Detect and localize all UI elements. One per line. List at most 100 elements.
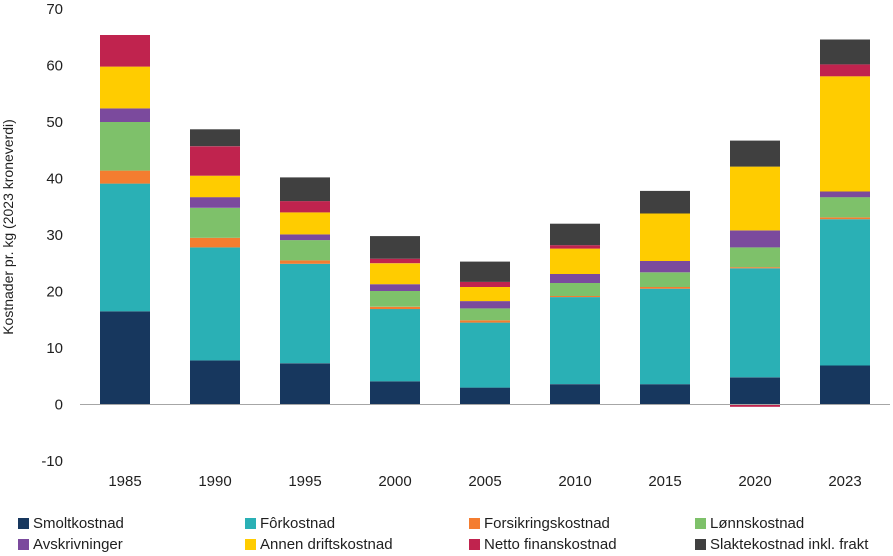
y-tick-label: 40 [46, 171, 63, 188]
x-tick-label: 2010 [558, 473, 591, 490]
x-tick-label: 2023 [828, 473, 861, 490]
legend-item: Lønnskostnad [695, 515, 804, 532]
legend-label: Netto finanskostnad [484, 536, 617, 553]
bars [100, 35, 870, 407]
bar-segment [550, 248, 600, 274]
bar-segment [280, 201, 330, 213]
bar-segment [550, 274, 600, 283]
stacked-bar-chart: Kostnader pr. kg (2023 kroneverdi) -10 0 1… [0, 1, 890, 490]
bar-segment [190, 247, 240, 361]
bar-segment [370, 284, 420, 291]
bar-segment [190, 237, 240, 248]
legend-item: Avskrivninger [18, 536, 123, 553]
bar-segment [190, 207, 240, 238]
x-tick-label: 1985 [108, 473, 141, 490]
bar-segment [820, 191, 870, 198]
legend-swatch [469, 518, 480, 529]
bar-segment [730, 377, 780, 405]
bar-segment [460, 308, 510, 321]
bar-segment [820, 219, 870, 366]
bar-segment [640, 272, 690, 287]
legend-item: Netto finanskostnad [469, 536, 617, 553]
legend-item: Fôrkostnad [245, 515, 335, 532]
bar-segment [640, 287, 690, 289]
legend-swatch [469, 539, 480, 550]
bar-segment [730, 404, 780, 407]
legend-swatch [18, 539, 29, 550]
bar-segment [460, 320, 510, 323]
x-tick-label: 2020 [738, 473, 771, 490]
legend-item: Smoltkostnad [18, 515, 124, 532]
bar-segment [370, 258, 420, 264]
x-tick-label: 1990 [198, 473, 231, 490]
y-tick-label: 60 [46, 58, 63, 75]
bar-segment [190, 197, 240, 208]
y-tick-label: 10 [46, 340, 63, 357]
bar-segment [730, 230, 780, 248]
bar-segment [370, 263, 420, 285]
bar-segment [730, 268, 780, 378]
bar-segment [460, 287, 510, 302]
legend-swatch [695, 518, 706, 529]
y-tick-label: 20 [46, 284, 63, 301]
bar-segment [460, 387, 510, 405]
x-axis-ticks: 1985 1990 1995 2000 2005 2010 2015 2020 2023 [108, 473, 861, 490]
legend-swatch [245, 518, 256, 529]
bar-segment [460, 322, 510, 388]
bar-segment [730, 140, 780, 167]
bar-segment [730, 247, 780, 268]
bar-segment [100, 66, 150, 109]
bar-segment [550, 296, 600, 298]
legend-label: Slaktekostnad inkl. frakt [710, 536, 869, 553]
legend-item: Slaktekostnad inkl. frakt [695, 536, 868, 553]
bar-segment [190, 175, 240, 198]
bar-segment [640, 213, 690, 261]
y-tick-label: 70 [46, 1, 63, 18]
bar-segment [820, 76, 870, 192]
bar-segment [550, 384, 600, 405]
y-axis-ticks: -10 0 10 20 30 40 50 60 70 [41, 1, 63, 470]
bar-segment [460, 261, 510, 282]
bar-segment [280, 363, 330, 405]
bar-segment [370, 306, 420, 310]
bar-segment [280, 260, 330, 264]
x-tick-label: 2015 [648, 473, 681, 490]
bar-segment [100, 108, 150, 122]
bar-segment [820, 365, 870, 405]
legend-item: Annen driftskostnad [245, 536, 393, 553]
bar-segment [370, 309, 420, 382]
bar-segment [280, 212, 330, 235]
bar-segment [370, 290, 420, 307]
x-tick-label: 2005 [468, 473, 501, 490]
bar-segment [550, 245, 600, 249]
bar-segment [730, 166, 780, 231]
y-tick-label: 30 [46, 227, 63, 244]
x-tick-label: 2000 [378, 473, 411, 490]
y-axis-title: Kostnader pr. kg (2023 kroneverdi) [0, 119, 16, 335]
bar-segment [550, 283, 600, 296]
bar-segment [190, 360, 240, 405]
bar-segment [280, 177, 330, 202]
bar-segment [370, 381, 420, 405]
bar-segment [550, 297, 600, 385]
y-tick-label: -10 [41, 453, 63, 470]
bar-segment [190, 146, 240, 176]
legend-swatch [18, 518, 29, 529]
bar-segment [820, 64, 870, 77]
bar-segment [460, 281, 510, 287]
bar-segment [640, 190, 690, 214]
bar-segment [820, 197, 870, 218]
y-axis-title-group: Kostnader pr. kg (2023 kroneverdi) [0, 119, 16, 335]
bar-segment [280, 263, 330, 364]
legend-label: Forsikringskostnad [484, 515, 610, 532]
bar-segment [730, 267, 780, 269]
legend-label: Avskrivninger [33, 536, 123, 553]
bar-segment [280, 234, 330, 241]
legend-label: Lønnskostnad [710, 515, 805, 532]
bar-segment [640, 384, 690, 405]
y-tick-label: 50 [46, 114, 63, 131]
legend-label: Smoltkostnad [33, 515, 124, 532]
bar-segment [280, 240, 330, 261]
legend-item: Forsikringskostnad [469, 515, 610, 532]
